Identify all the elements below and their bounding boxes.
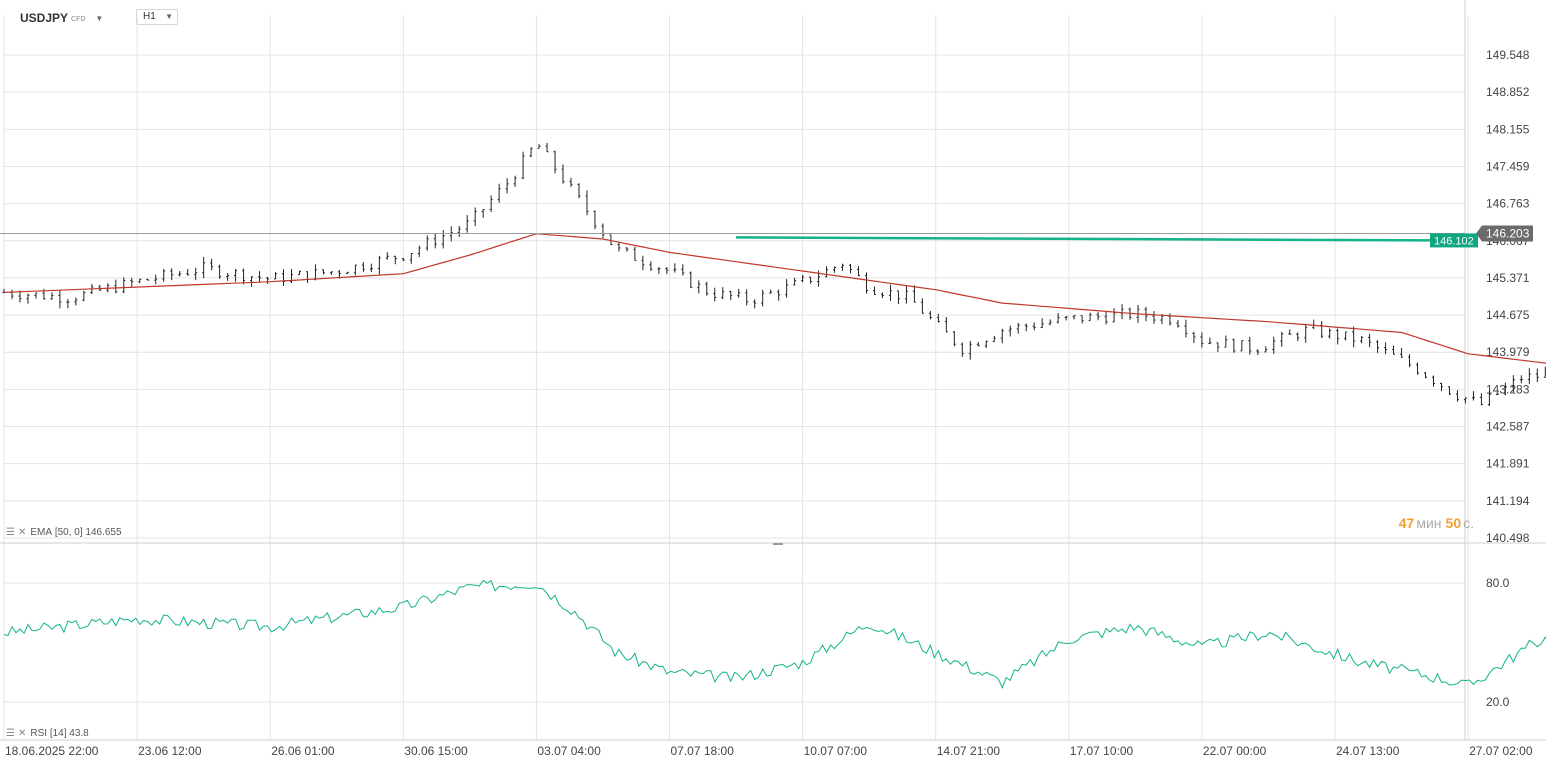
ema-value: 146.655 xyxy=(85,527,122,538)
time-tick-label: 03.07 04:00 xyxy=(537,744,601,758)
price-tick-label: 142.587 xyxy=(1486,420,1530,434)
chevron-down-icon[interactable]: ▼ xyxy=(165,12,173,21)
time-tick-label: 23.06 12:00 xyxy=(138,744,202,758)
timer-minutes: 47 xyxy=(1398,515,1415,531)
timer-seconds: 50 xyxy=(1445,515,1462,531)
time-tick-label: 14.07 21:00 xyxy=(937,744,1001,758)
price-tick-label: 144.675 xyxy=(1486,308,1530,322)
timeframe-selector[interactable]: H1 ▼ xyxy=(136,9,178,25)
price-tick-label: 141.891 xyxy=(1486,457,1530,471)
time-tick-label: 27.07 02:00 xyxy=(1469,744,1533,758)
price-axis: 149.548148.852148.155147.459146.763146.0… xyxy=(1486,48,1530,545)
time-axis: 18.06.2025 22:00 23.06 12:00 26.06 01:00 30… xyxy=(5,744,1533,758)
rsi-series xyxy=(3,579,1546,689)
timer-seconds-unit: с. xyxy=(1463,515,1474,531)
symbol-selector[interactable]: USDJPY CFD ▼ xyxy=(20,8,103,28)
time-tick-label: 18.06.2025 22:00 xyxy=(5,744,99,758)
timeframe-value: H1 xyxy=(143,11,156,22)
list-icon[interactable]: ☰ xyxy=(6,728,15,739)
price-tick-label: 140.498 xyxy=(1486,531,1530,545)
price-tick-label: 147.459 xyxy=(1486,159,1530,173)
close-icon[interactable]: ✕ xyxy=(17,527,27,538)
rsi-axis: 80.0 20.0 xyxy=(1486,576,1510,709)
rsi-value: 43.8 xyxy=(69,728,89,739)
time-tick-label: 17.07 10:00 xyxy=(1070,744,1134,758)
chevron-down-icon[interactable]: ▼ xyxy=(95,13,104,23)
ema-params: [50, 0] xyxy=(54,527,83,538)
price-tick-label: 146.763 xyxy=(1486,197,1530,211)
price-tick-label: 148.155 xyxy=(1486,122,1530,136)
time-tick-label: 26.06 01:00 xyxy=(271,744,335,758)
close-icon[interactable]: ✕ xyxy=(17,728,27,739)
candles-series xyxy=(2,142,1546,407)
ema-indicator-label: ☰ ✕ EMA [50, 0] 146.655 xyxy=(6,527,122,538)
timer-minutes-unit: мин xyxy=(1416,515,1442,531)
rsi-line xyxy=(3,579,1546,689)
list-icon[interactable]: ☰ xyxy=(6,527,15,538)
ema-series xyxy=(3,233,1546,364)
time-tick-label: 10.07 07:00 xyxy=(804,744,868,758)
support-line xyxy=(736,236,1433,242)
time-tick-label: 22.07 00:00 xyxy=(1203,744,1267,758)
price-tick-label: 143.283 xyxy=(1486,382,1530,396)
rsi-tick-label: 20.0 xyxy=(1486,695,1510,709)
ema-line xyxy=(3,233,1546,364)
support-level-badge xyxy=(1430,233,1478,248)
rsi-name: RSI xyxy=(30,728,48,739)
price-tick-label: 148.852 xyxy=(1486,85,1530,99)
current-price-value: 146.203 xyxy=(1486,227,1530,241)
candle-countdown: 47 мин 50 с. xyxy=(1399,515,1478,531)
pane-divider-handle[interactable] xyxy=(773,543,783,545)
price-tick-label: 143.979 xyxy=(1486,345,1530,359)
price-tick-label: 149.548 xyxy=(1486,48,1530,62)
symbol-tag: CFD xyxy=(71,16,86,23)
time-tick-label: 24.07 13:00 xyxy=(1336,744,1400,758)
current-price-badge xyxy=(1476,225,1533,242)
time-tick-label: 30.06 15:00 xyxy=(404,744,468,758)
price-levels xyxy=(0,233,1465,242)
rsi-indicator-label: ☰ ✕ RSI [14] 43.8 xyxy=(6,728,89,739)
time-tick-label: 07.07 18:00 xyxy=(671,744,735,758)
symbol-name: USDJPY xyxy=(20,11,69,25)
price-tick-label: 141.194 xyxy=(1486,494,1530,508)
price-tick-label: 145.371 xyxy=(1486,271,1530,285)
support-level-value: 146.102 xyxy=(1434,235,1474,247)
rsi-tick-label: 80.0 xyxy=(1486,576,1510,590)
price-badges: 146.203 146.102 xyxy=(1430,225,1533,248)
rsi-params: [14] xyxy=(49,728,67,739)
ema-name: EMA xyxy=(30,527,53,538)
